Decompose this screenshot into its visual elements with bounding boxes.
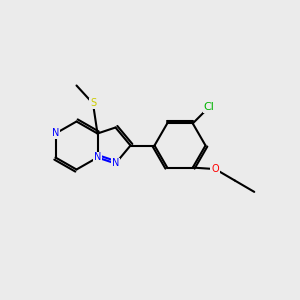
- Text: O: O: [212, 164, 219, 174]
- Text: N: N: [52, 128, 59, 139]
- Text: S: S: [90, 98, 96, 109]
- Text: Cl: Cl: [204, 102, 215, 112]
- Text: N: N: [94, 152, 101, 163]
- Text: N: N: [112, 158, 119, 169]
